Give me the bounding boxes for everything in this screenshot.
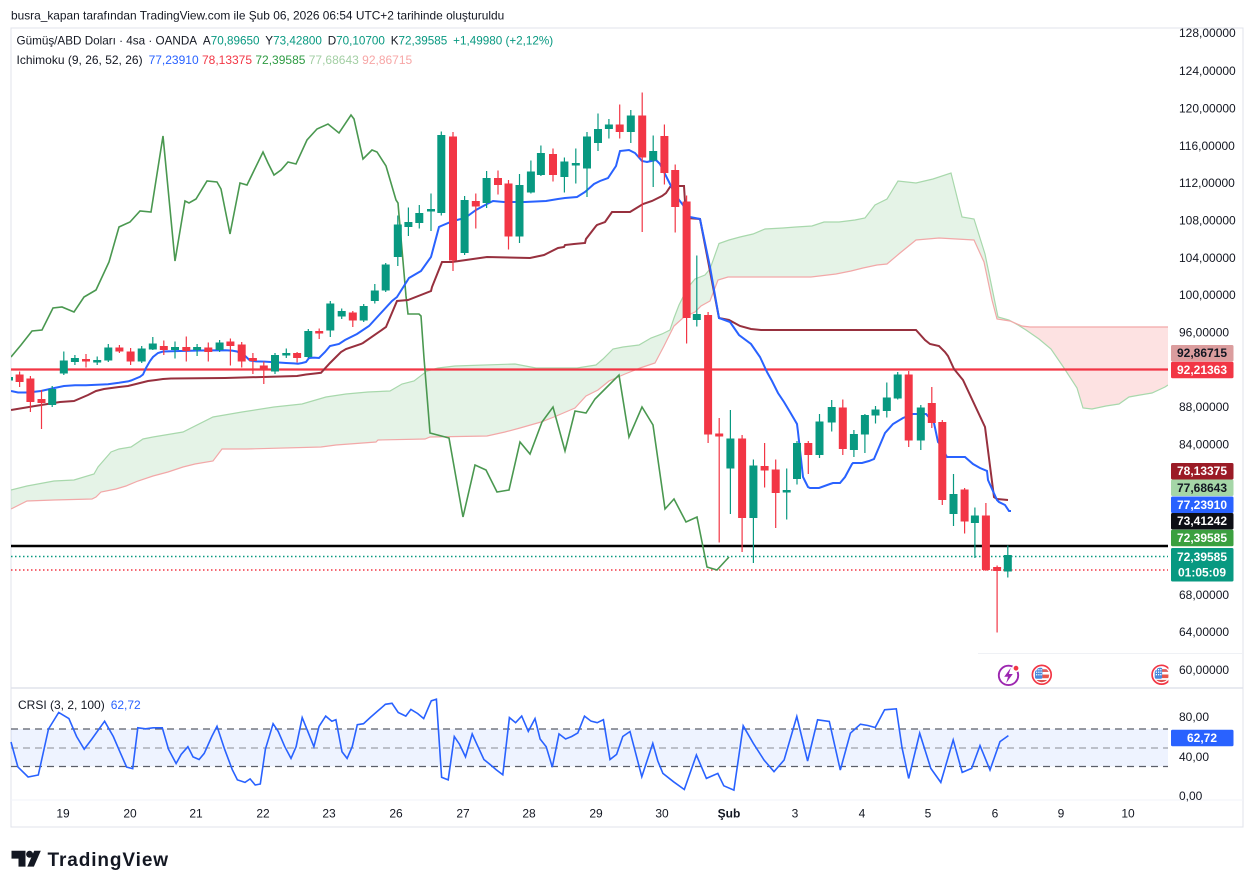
svg-text:28: 28 [522,807,536,821]
svg-text:Şub: Şub [718,807,741,821]
svg-text:40,00: 40,00 [1179,750,1209,764]
svg-text:92,21363: 92,21363 [1177,363,1227,377]
svg-text:84,00000: 84,00000 [1179,438,1229,452]
svg-text:72,39585: 72,39585 [1177,531,1227,545]
svg-text:23: 23 [322,807,336,821]
svg-text:73,41242: 73,41242 [1177,514,1227,528]
svg-text:116,00000: 116,00000 [1179,139,1235,153]
svg-text:62,72: 62,72 [1187,731,1217,745]
svg-text:9: 9 [1058,807,1065,821]
svg-text:4: 4 [859,807,866,821]
svg-text:19: 19 [56,807,70,821]
svg-text:10: 10 [1121,807,1135,821]
svg-text:TradingView: TradingView [48,850,169,871]
svg-text:88,00000: 88,00000 [1179,400,1229,414]
svg-text:60,00000: 60,00000 [1179,663,1229,677]
svg-text:120,00000: 120,00000 [1179,102,1236,116]
svg-text:80,00: 80,00 [1179,710,1209,724]
svg-text:busra_kapan tarafından Trading: busra_kapan tarafından TradingView.com i… [11,9,504,23]
svg-text:64,00000: 64,00000 [1179,625,1229,639]
svg-text:92,86715: 92,86715 [1177,346,1227,360]
svg-text:68,00000: 68,00000 [1179,588,1229,602]
svg-text:22: 22 [256,807,270,821]
svg-text:104,00000: 104,00000 [1179,251,1236,265]
svg-text:108,00000: 108,00000 [1179,214,1236,228]
svg-text:100,00000: 100,00000 [1179,288,1236,302]
svg-text:77,23910: 77,23910 [1177,498,1227,512]
svg-text:30: 30 [655,807,669,821]
svg-text:0,00: 0,00 [1179,789,1203,803]
svg-text:124,00000: 124,00000 [1179,64,1236,78]
svg-text:3: 3 [792,807,799,821]
svg-text:20: 20 [123,807,137,821]
svg-text:72,39585: 72,39585 [1177,550,1227,564]
svg-text:26: 26 [389,807,403,821]
svg-text:77,68643: 77,68643 [1177,481,1227,495]
svg-text:78,13375: 78,13375 [1177,464,1227,478]
svg-text:5: 5 [925,807,932,821]
svg-text:96,00000: 96,00000 [1179,326,1229,340]
svg-text:01:05:09: 01:05:09 [1178,566,1226,580]
svg-text:Ichimoku (9, 26, 52, 26) 77,23: Ichimoku (9, 26, 52, 26) 77,23910 78,133… [17,53,413,67]
svg-text:27: 27 [456,807,470,821]
svg-text:128,00000: 128,00000 [1179,26,1236,40]
svg-text:Gümüş/ABD Doları · 4sa · OANDA: Gümüş/ABD Doları · 4sa · OANDA A70,89650… [17,35,554,48]
svg-text:21: 21 [189,807,203,821]
svg-text:29: 29 [589,807,603,821]
svg-text:112,00000: 112,00000 [1179,176,1235,190]
svg-text:CRSI (3, 2, 100) 62,72: CRSI (3, 2, 100) 62,72 [18,698,141,712]
svg-text:6: 6 [992,807,999,821]
